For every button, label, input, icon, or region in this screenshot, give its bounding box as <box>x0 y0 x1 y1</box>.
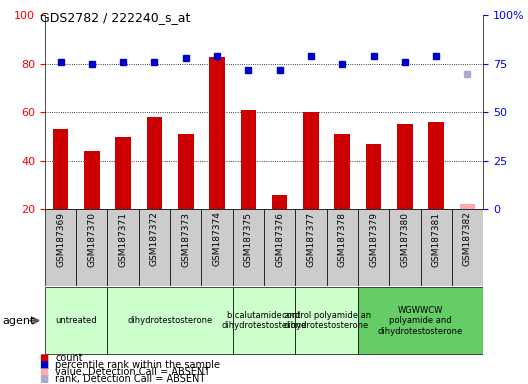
Text: agent: agent <box>3 316 35 326</box>
Text: GSM187373: GSM187373 <box>181 212 190 266</box>
Bar <box>327 209 358 286</box>
Text: GSM187378: GSM187378 <box>338 212 347 266</box>
Text: GSM187375: GSM187375 <box>244 212 253 266</box>
Bar <box>460 204 475 258</box>
Text: control polyamide an
dihydrotestosterone: control polyamide an dihydrotestosterone <box>282 311 371 330</box>
Bar <box>76 209 108 286</box>
Bar <box>295 209 327 286</box>
Text: GSM187369: GSM187369 <box>56 212 65 266</box>
Text: bicalutamide and
dihydrotestosterone: bicalutamide and dihydrotestosterone <box>221 311 307 330</box>
Text: ■: ■ <box>40 353 49 363</box>
Bar <box>389 209 420 286</box>
Text: dihydrotestosterone: dihydrotestosterone <box>127 316 213 325</box>
Bar <box>233 209 264 286</box>
Text: count: count <box>55 353 83 363</box>
Bar <box>108 288 233 354</box>
Text: value, Detection Call = ABSENT: value, Detection Call = ABSENT <box>55 367 211 377</box>
Bar <box>233 288 295 354</box>
Bar <box>358 288 483 354</box>
Text: GSM187379: GSM187379 <box>369 212 378 266</box>
Bar <box>45 209 76 286</box>
Bar <box>264 209 295 286</box>
Bar <box>209 56 225 258</box>
Text: ■: ■ <box>40 367 49 377</box>
Text: ■: ■ <box>40 374 49 384</box>
Text: GSM187377: GSM187377 <box>306 212 315 266</box>
Bar <box>303 113 319 258</box>
Bar <box>115 137 131 258</box>
Text: percentile rank within the sample: percentile rank within the sample <box>55 360 221 370</box>
Bar <box>420 209 452 286</box>
Bar <box>139 209 170 286</box>
Bar <box>147 117 162 258</box>
Bar <box>272 195 287 258</box>
Bar <box>295 288 358 354</box>
Bar <box>334 134 350 258</box>
Text: GSM187381: GSM187381 <box>432 212 441 266</box>
Text: GSM187376: GSM187376 <box>275 212 284 266</box>
Bar <box>45 288 108 354</box>
Bar <box>170 209 201 286</box>
Text: WGWWCW
polyamide and
dihydrotestosterone: WGWWCW polyamide and dihydrotestosterone <box>378 306 463 336</box>
Bar <box>366 144 381 258</box>
Bar <box>178 134 194 258</box>
Bar <box>397 124 413 258</box>
Bar <box>452 209 483 286</box>
Text: GSM187382: GSM187382 <box>463 212 472 266</box>
Bar <box>84 151 100 258</box>
Bar <box>53 129 68 258</box>
Text: GDS2782 / 222240_s_at: GDS2782 / 222240_s_at <box>40 12 190 25</box>
Bar <box>428 122 444 258</box>
Bar <box>108 209 139 286</box>
Text: rank, Detection Call = ABSENT: rank, Detection Call = ABSENT <box>55 374 206 384</box>
Bar <box>241 110 256 258</box>
Bar <box>201 209 233 286</box>
Text: GSM187380: GSM187380 <box>400 212 409 266</box>
Bar <box>358 209 389 286</box>
Text: GSM187372: GSM187372 <box>150 212 159 266</box>
Text: GSM187370: GSM187370 <box>87 212 96 266</box>
Text: ■: ■ <box>40 360 49 370</box>
Text: GSM187371: GSM187371 <box>119 212 128 266</box>
Text: untreated: untreated <box>55 316 97 325</box>
Text: GSM187374: GSM187374 <box>213 212 222 266</box>
